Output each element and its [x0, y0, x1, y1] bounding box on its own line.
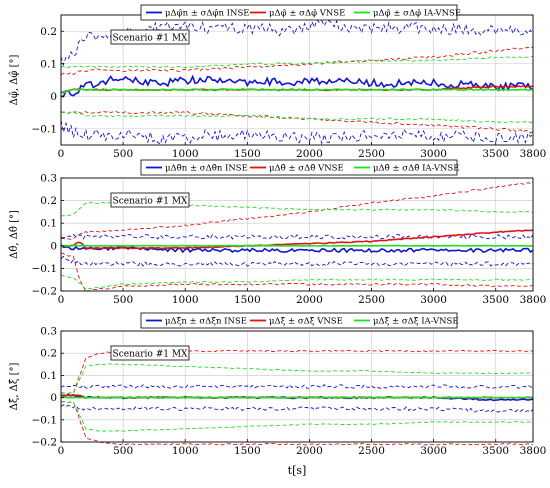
series-lower-bound-vnse	[61, 402, 533, 445]
series-lower-bound-vnse	[61, 111, 533, 133]
series-group	[61, 350, 533, 445]
y-axis-label: Δφ̂, Δφ̂ [°]	[9, 55, 20, 106]
x-tick-label: 3500	[482, 148, 509, 160]
x-tick-label: 0	[58, 445, 65, 457]
x-tick-label: 2500	[358, 445, 385, 457]
scenario-annotation: Scenario #1 MX	[111, 346, 189, 360]
series-upper-bound-vnse	[61, 47, 533, 75]
series-upper-bound-iavnse	[61, 57, 533, 68]
x-tick-label: 1000	[172, 445, 199, 457]
series-upper-bound-ins	[61, 385, 533, 389]
legend-label-vnse: μΔφ̂ ± σΔφ̂ VNSE	[269, 8, 345, 19]
series-upper-bound-vnse	[61, 182, 533, 240]
scenario-annotation: Scenario #1 MX	[111, 193, 189, 207]
y-axis-label: Δξ̂, Δξ̂ [°]	[9, 363, 20, 411]
x-tick-label: 1500	[234, 294, 261, 306]
x-tick-label: 2500	[358, 294, 385, 306]
x-tick-label: 1500	[234, 445, 261, 457]
legend-label-iavnse: μΔφ̂ ± σΔφ̂ IA-VNSE	[373, 8, 461, 19]
x-tick-label: 2000	[296, 445, 323, 457]
y-tick-label: 0.1	[40, 218, 57, 230]
annotation-text: Scenario #1 MX	[113, 197, 188, 207]
legend: μΔξ̂n ± σΔξ̂n INSE μΔξ̂ ± σΔξ̂ VNSE μΔξ̂ ±…	[141, 313, 459, 328]
series-lower-bound-ins	[61, 405, 533, 412]
legend-label-ins: μΔθ̂n ± σΔθ̂n INSE	[165, 163, 248, 174]
y-tick-label: 0	[50, 240, 57, 252]
y-tick-label: 0.3	[40, 173, 57, 185]
tick-labels: 0 500 1000 1500 2000 2500 3000 3500 3800 −0.2 −0.1…	[32, 326, 547, 458]
scenario-annotation: Scenario #1 MX	[111, 30, 189, 44]
annotation-text: Scenario #1 MX	[113, 350, 188, 360]
x-tick-label: 2000	[296, 294, 323, 306]
x-tick-label: 3800	[520, 294, 547, 306]
y-tick-label: 0.1	[40, 58, 57, 70]
series-lower-bound-vnse	[61, 253, 533, 292]
x-tick-label: 3800	[520, 445, 547, 457]
x-tick-label: 500	[113, 445, 133, 457]
y-tick-label: 0	[50, 392, 57, 404]
series-lower-bound-ins	[61, 120, 533, 144]
x-tick-label: 3500	[482, 445, 509, 457]
x-tick-label: 0	[58, 148, 65, 160]
series-upper-bound-iavnse	[61, 364, 533, 394]
x-tick-label: 0	[58, 294, 65, 306]
legend-label-vnse: μΔθ̂ ± σΔθ̂ VNSE	[269, 163, 344, 174]
legend-label-iavnse: μΔξ̂ ± σΔξ̂ IA-VNSE	[373, 316, 459, 327]
y-tick-label: 0.2	[40, 348, 57, 360]
x-tick-label: 3000	[420, 148, 447, 160]
x-tick-label: 3000	[420, 294, 447, 306]
series-mean-ins	[61, 77, 533, 97]
y-tick-label: 0.2	[40, 195, 57, 207]
x-tick-label: 2000	[296, 148, 323, 160]
tick-labels: 0 500 1000 1500 2000 2500 3000 3500 3800 −0.1 0 0.1…	[32, 26, 547, 160]
y-tick-label: −0.2	[32, 437, 58, 449]
y-axis-label: Δθ̂, Δθ̂ [°]	[9, 210, 20, 259]
annotation-text: Scenario #1 MX	[113, 34, 188, 44]
series-lower-bound-ins	[61, 256, 533, 266]
x-tick-label: 1500	[234, 148, 261, 160]
y-tick-label: −0.2	[32, 286, 58, 298]
y-tick-label: −0.1	[32, 263, 58, 275]
chart-panel-yaw: 0 500 1000 1500 2000 2500 3000 3500 3800 −0.2 −0.1…	[9, 313, 546, 457]
series-lower-bound-iavnse	[61, 275, 533, 290]
x-tick-label: 500	[113, 294, 133, 306]
y-tick-label: 0	[50, 91, 57, 103]
legend-label-ins: μΔφ̂n ± σΔφ̂n INSE	[165, 8, 250, 19]
y-tick-label: 0.3	[40, 326, 57, 338]
chart-panel-roll: 0 500 1000 1500 2000 2500 3000 3500 3800 −0.1 0 0.1…	[9, 5, 546, 160]
legend-label-iavnse: μΔθ̂ ± σΔθ̂ IA-VNSE	[373, 163, 459, 174]
legend-label-vnse: μΔξ̂ ± σΔξ̂ VNSE	[269, 316, 343, 327]
y-tick-label: 0.1	[40, 370, 57, 382]
x-tick-label: 3000	[420, 445, 447, 457]
y-tick-label: −0.1	[32, 414, 58, 426]
x-tick-label: 2500	[358, 148, 385, 160]
y-tick-label: 0.2	[40, 26, 57, 38]
x-tick-label: 3800	[520, 148, 547, 160]
x-tick-label: 500	[113, 148, 133, 160]
x-tick-label: 1000	[172, 294, 199, 306]
y-tick-label: −0.1	[32, 123, 58, 135]
x-tick-label: 1000	[172, 148, 199, 160]
series-lower-bound-iavnse	[61, 402, 533, 432]
series-mean-iavnse	[61, 89, 533, 93]
x-axis-label: t[s]	[288, 464, 307, 477]
x-tick-label: 3500	[482, 294, 509, 306]
chart-panel-pitch: 0 500 1000 1500 2000 2500 3000 3500 3800 −0.2 −0.1…	[9, 160, 546, 306]
legend: μΔθ̂n ± σΔθ̂n INSE μΔθ̂ ± σΔθ̂ VNSE μΔθ̂ ±…	[141, 160, 459, 175]
legend: μΔφ̂n ± σΔφ̂n INSE μΔφ̂ ± σΔφ̂ VNSE μΔφ̂ ±…	[141, 5, 461, 20]
legend-label-ins: μΔξ̂n ± σΔξ̂n INSE	[165, 316, 247, 327]
